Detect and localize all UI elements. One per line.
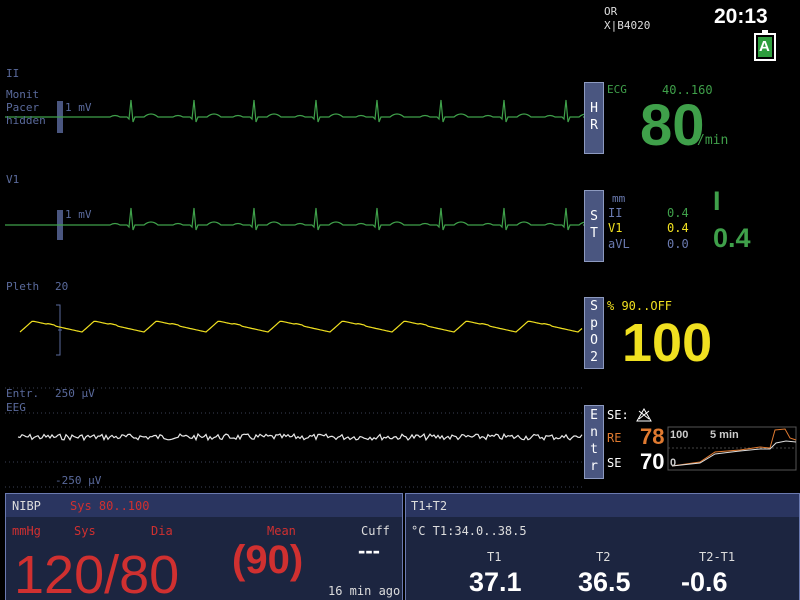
- re-value: 78: [640, 424, 665, 449]
- eeg-wave: [17, 432, 583, 442]
- temp-header: [406, 494, 799, 517]
- nibp-cuff-label: Cuff: [361, 524, 390, 538]
- spo2-value: 100: [622, 313, 713, 373]
- scale-label: 1 mV: [65, 101, 92, 114]
- temp-title: T1+T2: [411, 499, 448, 513]
- trend-se: [671, 440, 797, 467]
- scale-label: 20: [55, 280, 69, 293]
- trend-top: 100: [670, 429, 689, 441]
- nibp-header: [6, 494, 402, 517]
- warning-icon: [636, 408, 652, 422]
- trend-re: [671, 428, 797, 467]
- st-lead: aVL: [608, 237, 630, 251]
- lead-note: Monit: [6, 88, 40, 101]
- re-label: RE: [607, 431, 622, 445]
- scale-label: 1 mV: [65, 208, 92, 221]
- se-value: 70: [640, 449, 665, 474]
- st-value: 0.4: [667, 221, 689, 235]
- entropy-tab[interactable]: Entr: [584, 405, 604, 479]
- lead-label: Pleth: [6, 280, 40, 293]
- nibp-value: 120/80: [14, 545, 180, 600]
- nibp-mean-label: Mean: [267, 524, 296, 538]
- nibp-dia-label: Dia: [151, 524, 173, 538]
- st-lead: V1: [608, 221, 623, 235]
- nibp-mean: (90): [232, 538, 304, 582]
- spo2-limits: % 90..OFF: [607, 299, 673, 313]
- battery-level: [758, 37, 772, 57]
- lead-label: Entr.: [6, 387, 40, 400]
- st-unit: mm: [612, 192, 626, 205]
- lead-sub: EEG: [6, 401, 26, 414]
- hr-value: 80: [640, 93, 705, 158]
- spo2-tab[interactable]: SpO2: [584, 297, 604, 369]
- scale-label: 250 µV: [55, 387, 95, 400]
- eeg-guides: [5, 387, 583, 488]
- nibp-panel[interactable]: NIBP Sys 80..100 mmHg Sys Dia Mean Cuff …: [5, 493, 403, 600]
- trend-span: 5 min: [710, 429, 739, 441]
- scale-label: -250 µV: [55, 474, 102, 487]
- bed-id: X|B4020: [604, 19, 651, 32]
- temp-label: T2-T1: [699, 550, 736, 564]
- st-lead: II: [608, 206, 623, 220]
- temp-label: T1: [487, 550, 502, 564]
- lead-note: hidden: [6, 114, 46, 127]
- temp-value: -0.6: [681, 567, 728, 597]
- nibp-age: 16 min ago: [328, 584, 401, 598]
- st-main-value: 0.4: [713, 223, 751, 253]
- hr-source: ECG: [607, 83, 627, 96]
- nibp-unit: mmHg: [12, 524, 41, 538]
- ecg-wave: [5, 207, 595, 231]
- se-label: SE:: [607, 408, 629, 422]
- trend-bottom: 0: [670, 457, 677, 469]
- pleth-wave: [19, 320, 583, 333]
- ecg-wave: [5, 99, 595, 123]
- st-tab[interactable]: ST: [584, 190, 604, 262]
- temp-limits: °C T1:34.0..38.5: [411, 524, 527, 538]
- temp-value: 36.5: [578, 567, 631, 597]
- battery-cap: [762, 30, 768, 34]
- nibp-sys-label: Sys: [74, 524, 96, 538]
- temp-label: T2: [596, 550, 611, 564]
- temp-value: 37.1: [469, 567, 522, 597]
- nibp-cuff: ---: [358, 538, 380, 563]
- se-label: SE: [607, 456, 622, 470]
- st-main-lead: I: [713, 186, 721, 216]
- st-value: 0.4: [667, 206, 689, 220]
- temp-panel[interactable]: T1+T2 °C T1:34.0..38.5 T1 T2 T2-T1 37.1 …: [405, 493, 800, 600]
- hr-unit: /min: [697, 133, 729, 148]
- pleth-bracket: [56, 304, 62, 356]
- lead-label: II: [6, 67, 20, 80]
- location: OR: [604, 5, 618, 18]
- st-value: 0.0: [667, 237, 689, 251]
- battery-label: A: [759, 38, 770, 55]
- nibp-limits: Sys 80..100: [70, 499, 150, 513]
- lead-note: Pacer: [6, 101, 40, 114]
- nibp-title: NIBP: [12, 499, 41, 513]
- hr-tab[interactable]: HR: [584, 82, 604, 154]
- lead-label: V1: [6, 173, 20, 186]
- hr-limits: 40..160: [662, 83, 713, 97]
- clock: 20:13: [714, 5, 768, 28]
